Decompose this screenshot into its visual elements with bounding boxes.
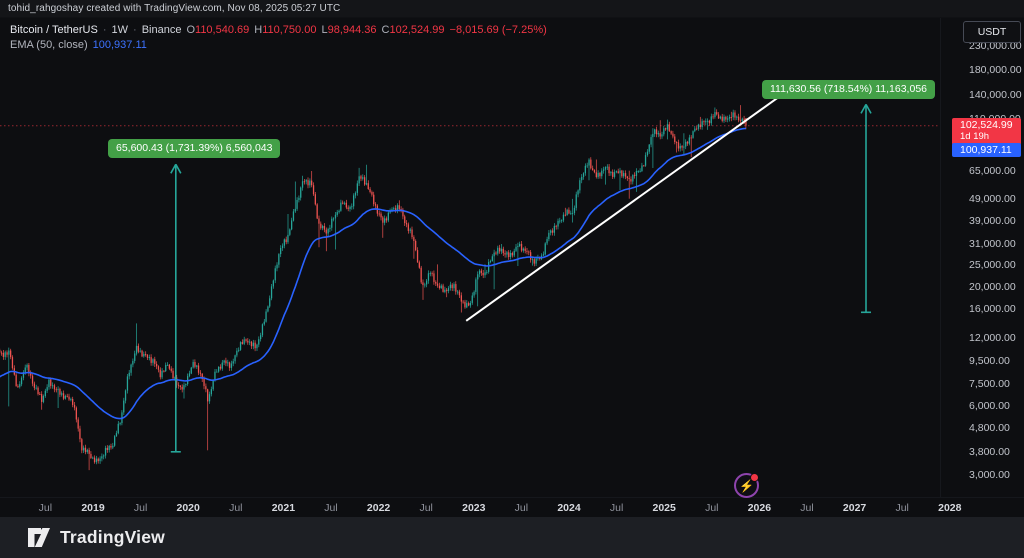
ohlc-o: O110,540.69 (186, 24, 250, 36)
legend: Bitcoin / TetherUS · 1W · Binance O110,540.69… (10, 23, 547, 53)
bar-countdown: 1d 19h (960, 131, 990, 142)
attribution-bar: tohid_rahgoshay created with TradingView… (0, 0, 1024, 18)
tradingview-wordmark[interactable]: TradingView (60, 527, 165, 547)
price-axis[interactable]: USDT 102,524.99 1d 19h 100,937.11 230,00… (940, 0, 1024, 517)
footer-bar: TradingView (0, 517, 1024, 558)
price-tick: 140,000.00 (969, 88, 1022, 101)
time-label: Jul (133, 502, 148, 514)
currency-toggle-button[interactable]: USDT (963, 21, 1021, 43)
ema-price-label: 100,937.11 (952, 143, 1021, 157)
price-tick: 3,800.00 (969, 445, 1010, 458)
measure-label-left[interactable]: 65,600.43 (1,731.39%) 6,560,043 (108, 139, 281, 158)
time-label: 2027 (842, 502, 867, 514)
price-tick: 180,000.00 (969, 64, 1022, 76)
exchange: Binance (141, 24, 182, 36)
attribution-text: tohid_rahgoshay created with TradingView… (8, 3, 341, 14)
ohlc-c: C102,524.99 (381, 24, 445, 36)
time-label: 2028 (938, 502, 962, 514)
time-label: Jul (895, 502, 909, 514)
price-tick: 3,000.00 (969, 468, 1010, 481)
symbol-legend-row[interactable]: Bitcoin / TetherUS · 1W · Binance O110,540.69… (10, 23, 547, 38)
ohlc-l: L98,944.36 (321, 24, 377, 36)
price-tick: 49,000.00 (969, 192, 1016, 205)
time-label: Jul (705, 502, 719, 514)
measure-arrow-right[interactable] (860, 104, 872, 314)
time-label: 2020 (176, 502, 200, 514)
tradingview-logo-icon[interactable] (27, 527, 51, 548)
interval: 1W (111, 24, 129, 36)
lightning-icon: ⚡ (739, 478, 754, 493)
notification-dot (750, 473, 759, 482)
ema-line (0, 127, 746, 420)
price-tick: 20,000.00 (969, 281, 1016, 294)
price-chart[interactable] (0, 0, 940, 497)
time-label: 2019 (81, 502, 105, 514)
time-label: 2024 (557, 502, 581, 514)
symbol-name: Bitcoin / TetherUS (10, 24, 98, 36)
last-price-label: 102,524.99 1d 19h (952, 118, 1021, 145)
trend-line[interactable] (465, 92, 784, 322)
price-tick: 9,500.00 (969, 354, 1010, 367)
price-tick: 7,500.00 (969, 378, 1010, 391)
time-label: Jul (38, 502, 53, 514)
separator: · (102, 24, 107, 36)
flash-button[interactable]: ⚡ (734, 473, 759, 498)
time-label: Jul (514, 502, 529, 514)
ohlc-h: H110,750.00 (254, 24, 317, 36)
indicator-value: 100,937.11 (92, 39, 147, 51)
price-tick: 12,000.00 (969, 331, 1016, 344)
time-label: 2025 (652, 502, 676, 514)
last-price-value: 102,524.99 (960, 119, 1013, 131)
time-label: Jul (800, 502, 814, 514)
time-label: 2022 (366, 502, 391, 514)
price-tick: 16,000.00 (969, 303, 1016, 316)
time-label: Jul (229, 502, 243, 514)
measure-arrow-left[interactable] (170, 163, 182, 453)
price-tick: 31,000.00 (969, 238, 1016, 250)
price-tick: 6,000.00 (969, 400, 1010, 413)
time-axis[interactable]: Jul 2019 Jul 2020 Jul 2021 Jul 2022 Jul 2023 Jul 20… (0, 497, 1024, 518)
change-value: −8,015.69 (−7.25%) (449, 24, 547, 36)
price-tick: 39,000.00 (969, 215, 1016, 228)
price-tick: 65,000.00 (969, 164, 1016, 177)
price-tick: 25,000.00 (969, 259, 1016, 272)
candles-layer (0, 105, 747, 471)
time-label: 2023 (462, 502, 486, 514)
separator: · (133, 24, 137, 36)
time-label: Jul (324, 502, 338, 514)
measure-label-right[interactable]: 111,630.56 (718.54%) 11,163,056 (761, 80, 935, 99)
indicator-legend-row[interactable]: EMA (50, close) 100,937.11 (10, 38, 547, 53)
time-label: Jul (609, 502, 624, 514)
time-label: 2026 (747, 502, 772, 514)
time-label: Jul (419, 502, 433, 514)
indicator-name: EMA (50, close) (10, 39, 88, 51)
price-tick: 4,800.00 (969, 422, 1010, 435)
time-label: 2021 (271, 502, 296, 514)
